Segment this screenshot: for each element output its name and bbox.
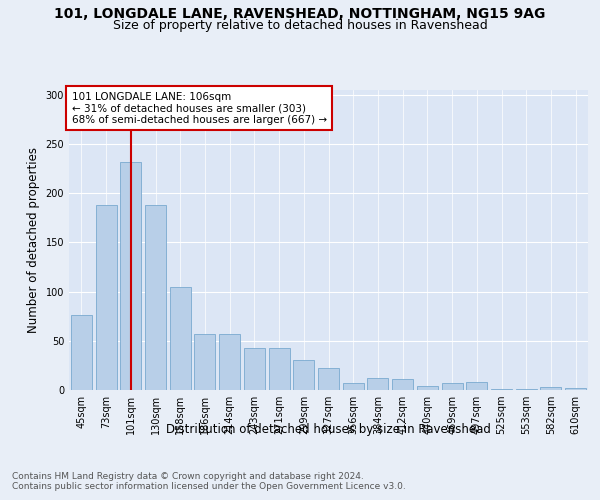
Bar xyxy=(170,286,191,390)
Bar xyxy=(269,348,290,390)
Text: 101, LONGDALE LANE, RAVENSHEAD, NOTTINGHAM, NG15 9AG: 101, LONGDALE LANE, RAVENSHEAD, NOTTINGH… xyxy=(55,8,545,22)
Bar xyxy=(71,315,92,390)
Bar xyxy=(516,389,537,390)
Text: Size of property relative to detached houses in Ravenshead: Size of property relative to detached ho… xyxy=(113,19,487,32)
Bar xyxy=(244,348,265,390)
Bar xyxy=(145,205,166,390)
Bar xyxy=(318,368,339,390)
Bar xyxy=(95,205,116,390)
Text: Contains public sector information licensed under the Open Government Licence v3: Contains public sector information licen… xyxy=(12,482,406,491)
Bar xyxy=(367,378,388,390)
Bar xyxy=(219,334,240,390)
Bar xyxy=(491,389,512,390)
Bar xyxy=(120,162,141,390)
Bar xyxy=(442,383,463,390)
Bar xyxy=(293,360,314,390)
Text: Contains HM Land Registry data © Crown copyright and database right 2024.: Contains HM Land Registry data © Crown c… xyxy=(12,472,364,481)
Bar xyxy=(466,382,487,390)
Bar xyxy=(343,383,364,390)
Y-axis label: Number of detached properties: Number of detached properties xyxy=(27,147,40,333)
Bar xyxy=(392,379,413,390)
Bar xyxy=(417,386,438,390)
Text: 101 LONGDALE LANE: 106sqm
← 31% of detached houses are smaller (303)
68% of semi: 101 LONGDALE LANE: 106sqm ← 31% of detac… xyxy=(71,92,327,124)
Bar xyxy=(541,387,562,390)
Bar xyxy=(565,388,586,390)
Text: Distribution of detached houses by size in Ravenshead: Distribution of detached houses by size … xyxy=(166,422,491,436)
Bar xyxy=(194,334,215,390)
